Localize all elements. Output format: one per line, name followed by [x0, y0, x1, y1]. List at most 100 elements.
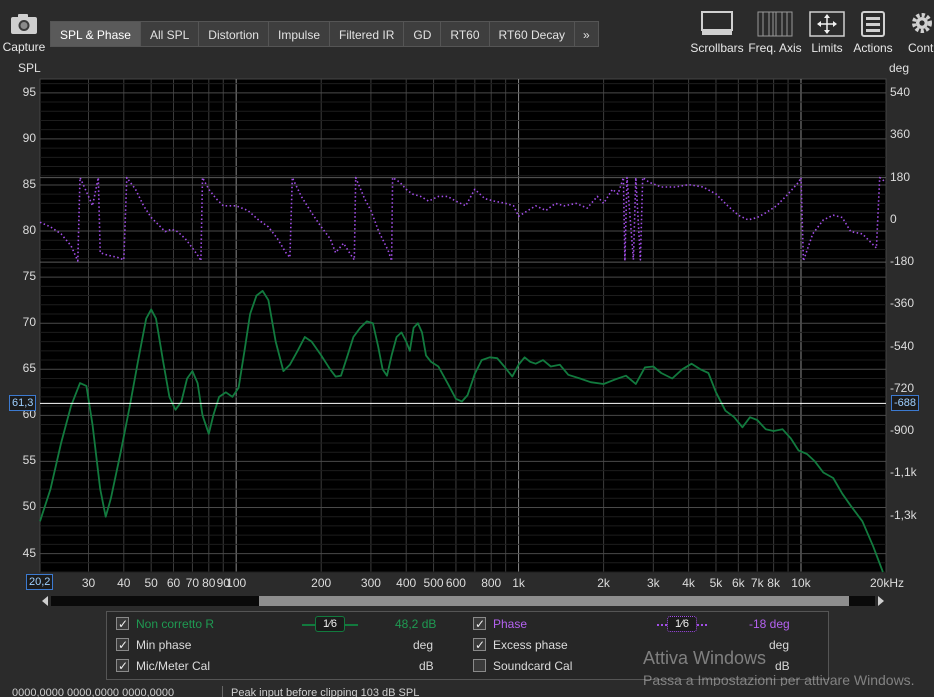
deg-tick-label: -900: [890, 423, 915, 438]
deg-tick-label: -180: [890, 254, 915, 269]
freq-tick-label: 70: [185, 576, 200, 590]
freq-tick-label: 60: [166, 576, 181, 590]
deg-tick-label: -720: [890, 380, 915, 395]
spl-axis-title: SPL: [18, 61, 41, 75]
cursor-deg-readout: -688: [891, 395, 920, 412]
spl-tick-label: 65: [22, 361, 36, 376]
freq-axis-icon: [757, 11, 793, 37]
min-phase-label: Min phase: [136, 638, 192, 652]
spl-tick-label: 85: [22, 176, 36, 191]
legend-row-spl: Non corretto R 1⁄6 48,2 dB: [116, 614, 446, 634]
deg-tick-label: 0: [890, 211, 897, 226]
tab-all-spl[interactable]: All SPL: [140, 21, 200, 47]
freq-tick-label: 20kHz: [869, 576, 905, 590]
freq-axis-label: Freq. Axis: [748, 41, 802, 55]
spl-checkbox[interactable]: [116, 615, 129, 633]
deg-tick-label: -1,3k: [890, 507, 917, 522]
actions-button[interactable]: Actions: [853, 10, 893, 58]
excess-phase-unit: deg: [769, 638, 790, 652]
freq-axis-button[interactable]: Freq. Axis: [748, 10, 802, 58]
plot-area[interactable]: [39, 78, 887, 573]
freq-tick-label: 100: [226, 576, 247, 590]
scrollbars-icon: [701, 11, 733, 35]
mic-cal-unit: dB: [419, 659, 434, 673]
phase-checkbox[interactable]: [473, 615, 486, 633]
scroll-right-arrow-icon[interactable]: [878, 596, 884, 606]
status-divider: [222, 686, 223, 697]
limits-label: Limits: [811, 41, 843, 55]
freq-tick-label: 300: [360, 576, 381, 590]
spl-tick-label: 70: [22, 315, 36, 330]
controls-label: Controls: [908, 41, 934, 55]
spl-phase-chart[interactable]: [0, 0, 934, 600]
traces: [39, 176, 887, 573]
min-phase-unit: deg: [413, 638, 434, 652]
scrollbars-button[interactable]: Scrollbars: [690, 10, 744, 58]
controls-button[interactable]: Controls: [908, 10, 934, 58]
deg-tick-label: 180: [890, 169, 911, 184]
freq-tick-label: 400: [396, 576, 417, 590]
phase-trace-name: Phase: [493, 617, 528, 631]
phase-trace: [39, 176, 887, 262]
tab-rt60-decay[interactable]: RT60 Decay: [489, 21, 575, 47]
freq-tick-label: 90: [216, 576, 230, 590]
freq-tick-label: 40: [117, 576, 131, 590]
tab-distortion[interactable]: Distortion: [199, 21, 269, 47]
spl-trace-name: Non corretto R: [136, 617, 215, 631]
tab-rt60[interactable]: RT60: [441, 21, 490, 47]
freq-tick-label: 5k: [709, 576, 723, 590]
gear-icon: [912, 13, 932, 33]
legend-row-mic-cal: Mic/Meter Cal dB: [116, 656, 446, 676]
status-peak-input: Peak input before clipping 103 dB SPL: [231, 687, 420, 697]
tab-filtered-ir[interactable]: Filtered IR: [330, 21, 405, 47]
horizontal-scrollbar[interactable]: [40, 594, 886, 608]
actions-icon: [861, 11, 885, 37]
freq-tick-label: 3k: [646, 576, 660, 590]
tab-gd[interactable]: GD: [404, 21, 442, 47]
capture-button[interactable]: Capture: [0, 10, 48, 56]
freq-tick-label: 30: [81, 576, 96, 590]
tab-impulse[interactable]: Impulse: [268, 21, 331, 47]
spl-tick-label: 50: [22, 499, 36, 514]
freq-tick-label: 600: [445, 576, 466, 590]
status-bar: 0000,0000 0000,0000 0000,0000 Peak input…: [0, 686, 934, 697]
spl-tick-label: 45: [22, 545, 36, 560]
scroll-thumb[interactable]: [259, 596, 849, 606]
deg-tick-label: 540: [890, 85, 911, 100]
spl-cursor-value: 48,2 dB: [395, 617, 437, 631]
tab-spl-phase[interactable]: SPL & Phase: [50, 21, 141, 47]
spl-tick-label: 95: [22, 84, 36, 99]
excess-phase-checkbox[interactable]: [473, 636, 486, 654]
mic-cal-label: Mic/Meter Cal: [136, 659, 211, 673]
actions-label: Actions: [853, 41, 893, 55]
more-tabs-button[interactable]: »: [575, 21, 599, 47]
cursor-freq-readout: 20,2: [26, 574, 54, 590]
legend-row-min-phase: Min phase deg: [116, 635, 446, 655]
deg-tick-label: -1,1k: [890, 465, 917, 480]
freq-tick-label: 10k: [791, 576, 811, 590]
spl-smoothing-button[interactable]: 1⁄6: [315, 616, 345, 632]
min-phase-checkbox[interactable]: [116, 636, 129, 654]
cursor-spl-readout: 61,3: [9, 395, 37, 412]
freq-tick-label: 200: [311, 576, 332, 590]
freq-tick-label: 800: [481, 576, 502, 590]
spl-tick-label: 80: [22, 223, 36, 238]
freq-tick-label: 2k: [597, 576, 610, 590]
spl-tick-label: 75: [22, 269, 36, 284]
limits-button[interactable]: Limits: [809, 10, 845, 58]
camera-icon: [11, 14, 37, 34]
freq-tick-label: 4k: [682, 576, 695, 590]
grid: [40, 79, 886, 573]
scroll-left-arrow-icon[interactable]: [42, 596, 48, 606]
capture-label: Capture: [2, 40, 46, 54]
mic-cal-checkbox[interactable]: [116, 657, 129, 675]
deg-tick-label: 360: [890, 127, 911, 142]
phase-cursor-value: -18 deg: [749, 617, 790, 631]
phase-smoothing-button[interactable]: 1⁄6: [667, 616, 697, 632]
legend-row-soundcard-cal: Soundcard Cal dB: [473, 656, 803, 676]
scroll-track[interactable]: [51, 596, 875, 606]
soundcard-cal-checkbox[interactable]: [473, 659, 486, 672]
legend-row-excess-phase: Excess phase deg: [473, 635, 803, 655]
spl-tick-label: 90: [22, 130, 36, 145]
soundcard-cal-label: Soundcard Cal: [493, 659, 573, 673]
